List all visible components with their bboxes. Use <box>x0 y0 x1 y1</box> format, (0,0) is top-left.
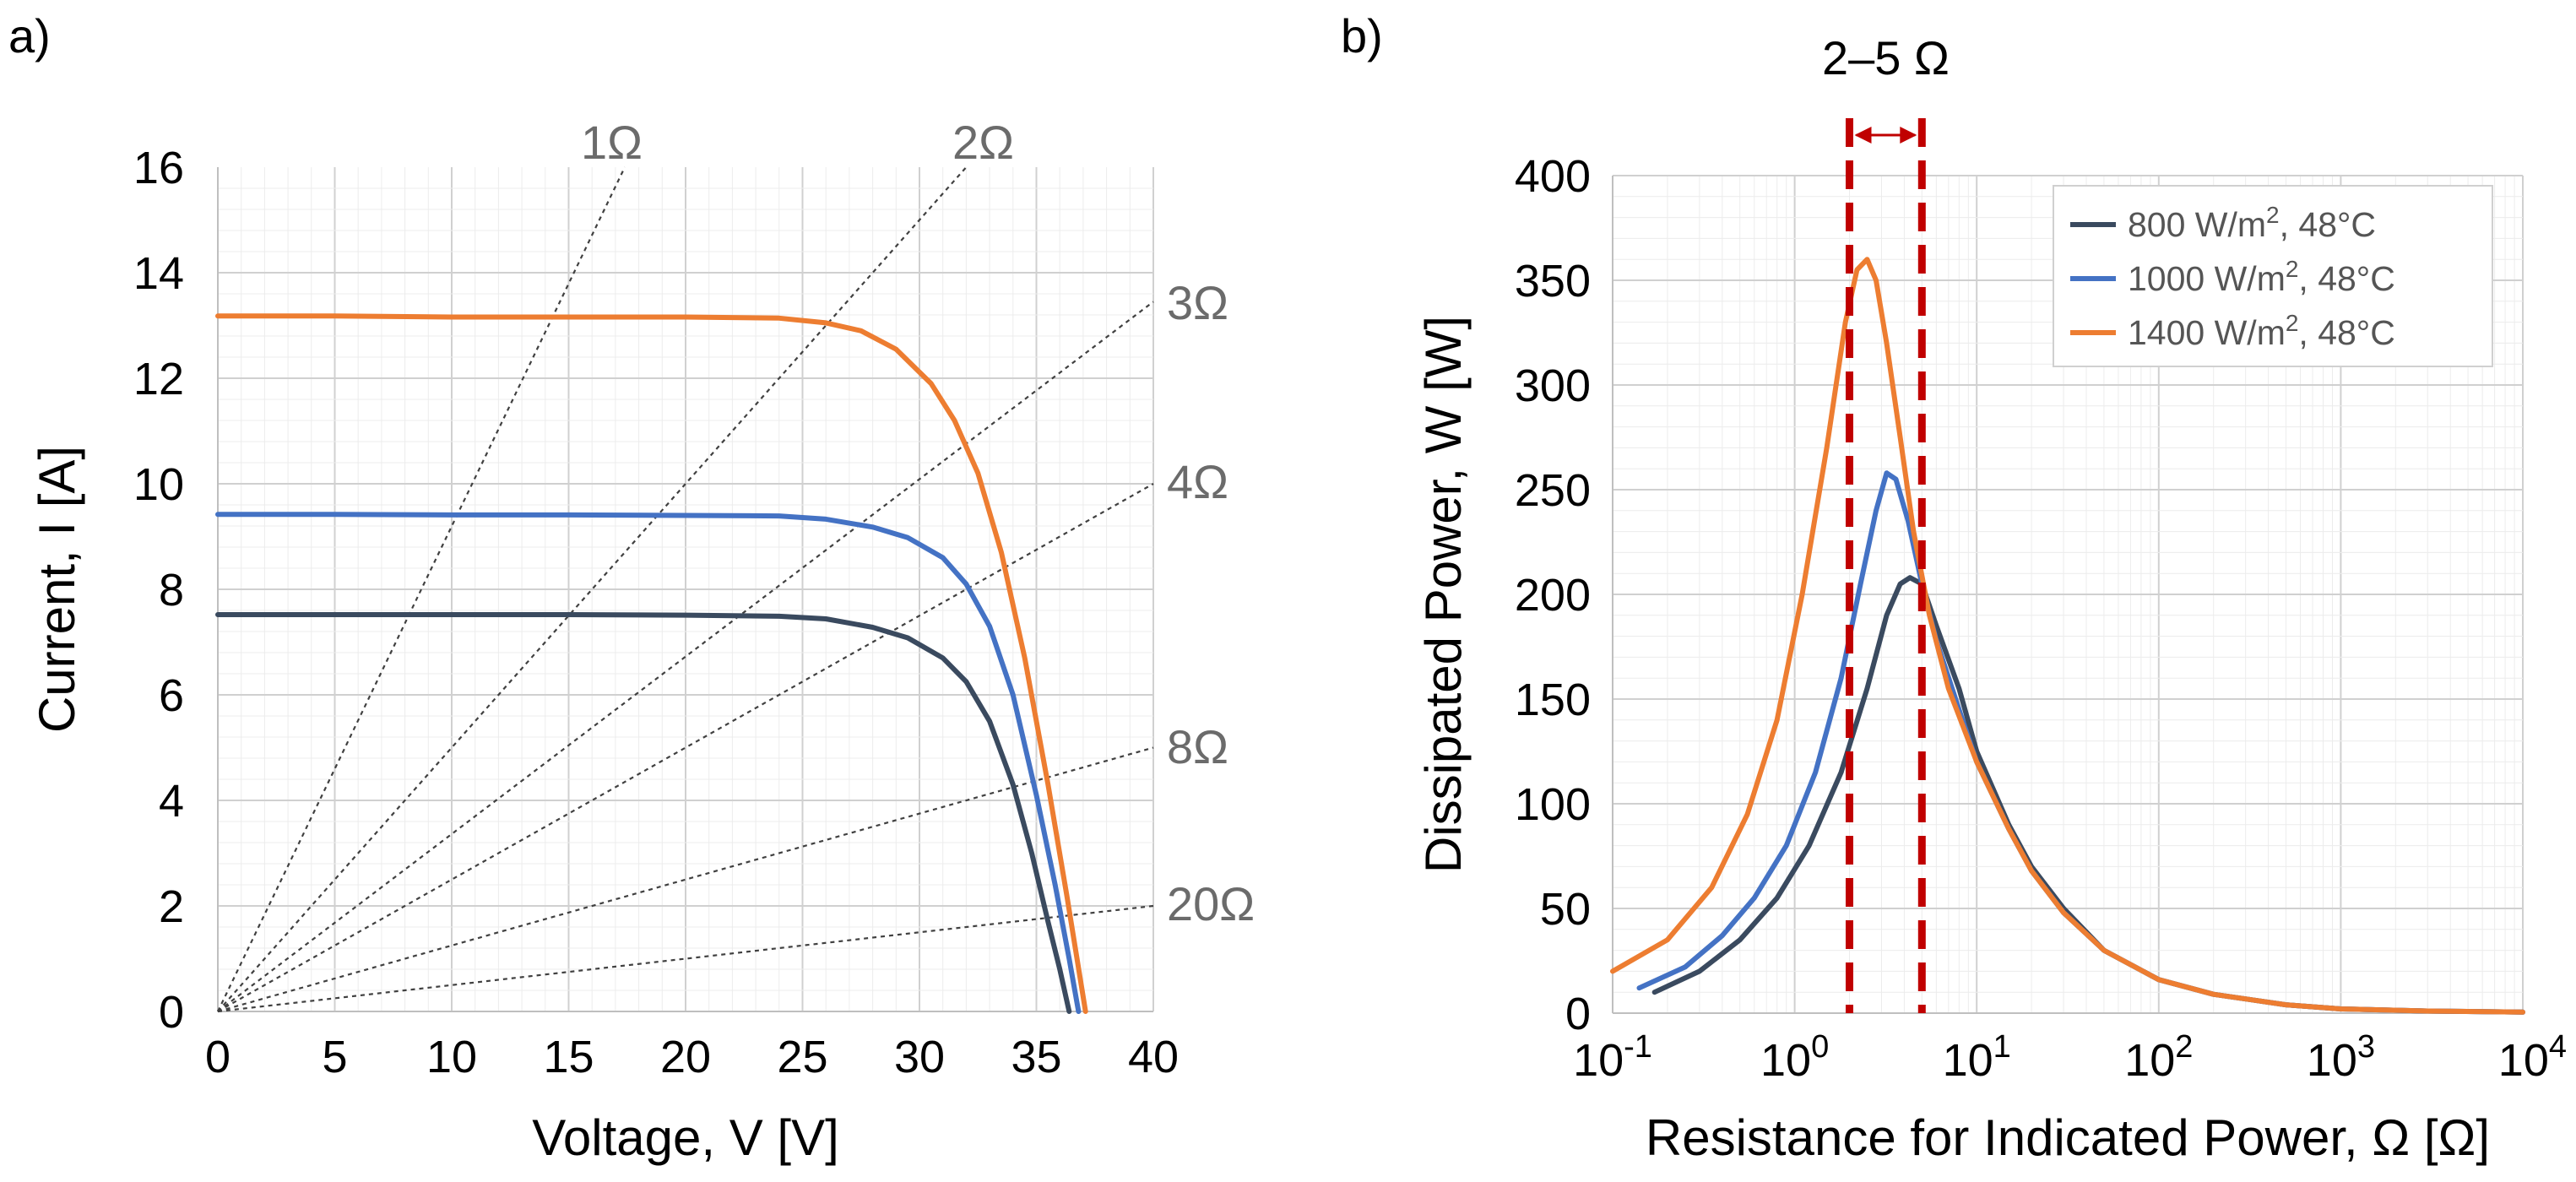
x-tick-label-a: 5 <box>322 1032 347 1082</box>
band-arrowhead-right <box>1900 127 1917 144</box>
x-axis-title-a: Voltage, V [V] <box>532 1109 839 1166</box>
resistance-label-2ohm: 2Ω <box>952 116 1014 169</box>
x-tick-label-a: 25 <box>777 1032 827 1082</box>
resistance-label-4ohm: 4Ω <box>1167 455 1228 508</box>
resistance-label-1ohm: 1Ω <box>581 116 643 169</box>
band-label: 2–5 Ω <box>1822 31 1950 84</box>
power-curves <box>1610 257 2525 1015</box>
x-tick-label-b: 104 <box>2498 1029 2567 1086</box>
y-tick-label-b: 100 <box>1515 779 1591 830</box>
y-tick-label-a: 4 <box>159 776 184 827</box>
y-tick-label-a: 2 <box>159 881 184 932</box>
iv-curve-1 <box>215 612 1072 1014</box>
x-tick-label-a: 15 <box>543 1032 594 1082</box>
y-tick-label-a: 14 <box>133 248 184 299</box>
x-tick-label-a: 0 <box>205 1032 230 1082</box>
y-tick-label-a: 16 <box>133 143 184 193</box>
x-tick-label-b: 10-1 <box>1573 1029 1652 1086</box>
x-tick-label-a: 40 <box>1128 1032 1179 1082</box>
y-tick-label-a: 12 <box>133 354 184 404</box>
y-tick-label-b: 350 <box>1515 256 1591 306</box>
axes-b <box>1612 176 2523 1014</box>
axes-a <box>217 167 1153 1012</box>
legend-entry-3: 1400 W/m2, 48°C <box>2128 310 2395 352</box>
y-tick-label-b: 0 <box>1565 989 1591 1039</box>
y-tick-label-a: 0 <box>159 987 184 1038</box>
tick-labels-a: 0 5 10 15 20 25 30 35 40 0 2 4 6 8 10 12 14 16 <box>133 143 1179 1082</box>
y-tick-label-a: 10 <box>133 459 184 510</box>
tick-labels-b: 10-1 100 101 102 103 104 0 50 100 150 200 250 300 350… <box>1515 151 2567 1086</box>
iv-curve-3 <box>215 313 1088 1014</box>
y-tick-label-a: 8 <box>159 565 184 615</box>
x-tick-label-a: 10 <box>426 1032 477 1082</box>
power-curve-3 <box>1610 257 2525 1015</box>
y-tick-label-b: 150 <box>1515 675 1591 725</box>
x-tick-label-b: 103 <box>2307 1029 2375 1086</box>
resistance-line-4ohm <box>217 483 1154 1012</box>
x-tick-label-b: 100 <box>1760 1029 1829 1086</box>
legend: 800 W/m2, 48°C 1000 W/m2, 48°C 1400 W/m2, … <box>2053 185 2493 367</box>
y-tick-label-b: 300 <box>1515 361 1591 411</box>
x-tick-label-a: 35 <box>1011 1032 1061 1082</box>
band-arrowhead-left <box>1854 127 1872 144</box>
x-tick-label-b: 101 <box>1943 1029 2011 1086</box>
x-axis-title-b: Resistance for Indicated Power, Ω [Ω] <box>1646 1109 2490 1166</box>
legend-entry-1: 800 W/m2, 48°C <box>2128 202 2376 244</box>
highlight-band: 2–5 Ω <box>1822 31 1950 1013</box>
x-tick-label-b: 102 <box>2124 1029 2193 1086</box>
panel-label-b: b) <box>1341 9 1383 62</box>
resistance-line-8ohm <box>217 746 1154 1013</box>
legend-entry-2: 1000 W/m2, 48°C <box>2128 256 2395 298</box>
y-tick-label-b: 400 <box>1515 151 1591 202</box>
iv-curve-2 <box>215 512 1082 1014</box>
panel-b: b) 2–5 Ω 10-1 100 101 102 103 104 0 50 100 150 200… <box>1341 9 2567 1166</box>
x-tick-label-a: 30 <box>894 1032 945 1082</box>
y-tick-label-b: 200 <box>1515 570 1591 621</box>
x-tick-label-a: 20 <box>660 1032 711 1082</box>
grid-a <box>217 167 1154 1012</box>
resistance-line-2ohm <box>217 166 968 1012</box>
legend-box <box>2053 185 2493 367</box>
resistance-label-20ohm: 20Ω <box>1167 877 1255 930</box>
y-tick-label-a: 6 <box>159 670 184 721</box>
iv-curves <box>215 313 1088 1014</box>
power-curve-1 <box>1651 575 2525 1015</box>
resistance-lines: 1Ω 2Ω 3Ω 4Ω 8Ω 20Ω <box>217 116 1255 1013</box>
y-axis-title-a: Current, I [A] <box>29 446 85 733</box>
y-axis-title-b: Dissipated Power, W [W] <box>1415 316 1472 873</box>
panel-label-a: a) <box>8 9 51 62</box>
panel-a: a) 1Ω 2Ω 3Ω 4Ω 8Ω 20Ω 0 5 10 15 20 25 30 35 40 0 2 4 6 8 10… <box>8 9 1255 1166</box>
resistance-label-3ohm: 3Ω <box>1167 276 1228 329</box>
y-tick-label-b: 50 <box>1540 884 1591 935</box>
y-tick-label-b: 250 <box>1515 465 1591 516</box>
resistance-line-3ohm <box>217 301 1154 1012</box>
resistance-label-8ohm: 8Ω <box>1167 720 1228 773</box>
